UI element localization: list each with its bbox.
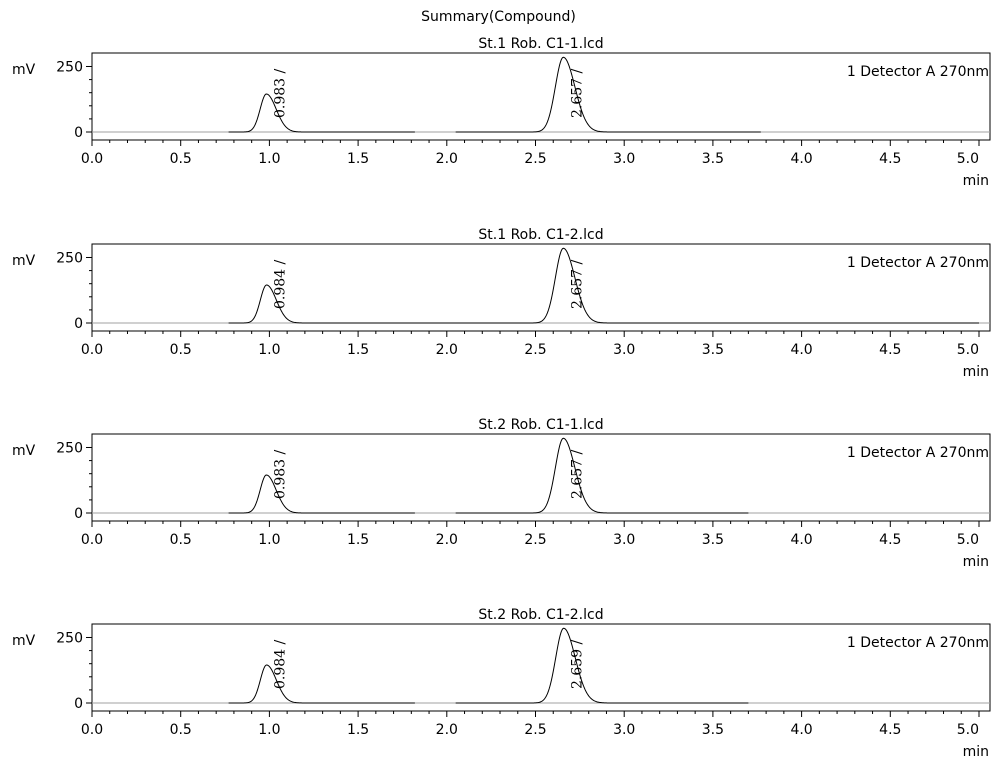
x-tick-label: 4.0: [790, 722, 812, 738]
x-tick-label: 3.0: [613, 722, 635, 738]
y-axis-label: mV: [12, 443, 36, 459]
x-tick-label: 2.5: [524, 151, 546, 167]
chromatogram-panel: St.2 Rob. C1-2.lcd mV 0 250 0.0 0.5 1.0 1.5 2.0 2…: [12, 607, 991, 760]
x-tick-label: 0.0: [81, 342, 103, 358]
x-tick-label: 0.5: [170, 342, 192, 358]
x-tick-label: 4.5: [879, 151, 901, 167]
y-axis-label: mV: [12, 253, 36, 269]
chromatogram-trace: [228, 93, 415, 133]
y-tick-label: 0: [74, 125, 83, 141]
x-tick-label: 1.0: [258, 532, 280, 548]
detector-legend: 1 Detector A 270nm: [847, 255, 989, 271]
detector-legend: 1 Detector A 270nm: [847, 445, 989, 461]
x-tick-label: 5.0: [957, 532, 979, 548]
x-tick-label: 1.5: [347, 532, 369, 548]
y-tick-label: 250: [56, 250, 83, 266]
peak-rt-label: 0.984 /: [273, 639, 289, 689]
y-tick-label: 0: [74, 316, 83, 332]
x-tick-label: 3.5: [702, 342, 724, 358]
peak-rt-label: 0.984 /: [273, 259, 289, 309]
y-tick-label: 250: [56, 630, 83, 646]
x-tick-label: 0.5: [170, 722, 192, 738]
chromatogram-panel: St.1 Rob. C1-2.lcd mV 0 250 0.0 0.5 1.0 1.5 2.0 2…: [12, 227, 991, 380]
x-tick-label: 4.0: [790, 151, 812, 167]
peak-rt-label: 0.983 /: [272, 449, 288, 499]
x-tick-label: 2.5: [524, 342, 546, 358]
panel-title: St.2 Rob. C1-1.lcd: [478, 417, 603, 433]
x-tick-label: 0.0: [81, 532, 103, 548]
x-tick-label: 2.0: [436, 151, 458, 167]
x-tick-label: 3.0: [613, 532, 635, 548]
x-tick-label: 2.0: [436, 532, 458, 548]
x-axis-label: min: [963, 364, 989, 380]
x-tick-label: 5.0: [957, 342, 979, 358]
x-tick-label: 1.0: [258, 722, 280, 738]
x-tick-label: 3.5: [702, 532, 724, 548]
x-tick-label: 2.5: [524, 532, 546, 548]
y-axis-label: mV: [12, 62, 36, 78]
report-title: Summary(Compound): [421, 9, 576, 25]
chromatogram-trace: [228, 247, 979, 324]
x-tick-label: 1.5: [347, 342, 369, 358]
panel-title: St.2 Rob. C1-2.lcd: [478, 607, 603, 623]
x-tick-label: 0.5: [170, 151, 192, 167]
chromatogram-trace: [455, 437, 749, 514]
plot-frame: [91, 52, 991, 141]
x-tick-label: 3.0: [613, 151, 635, 167]
x-tick-label: 5.0: [957, 722, 979, 738]
x-tick-label: 2.0: [436, 722, 458, 738]
x-tick-label: 3.5: [702, 722, 724, 738]
x-tick-label: 1.5: [347, 151, 369, 167]
x-tick-label: 1.0: [258, 151, 280, 167]
x-axis-label: min: [963, 744, 989, 760]
panel-title: St.1 Rob. C1-2.lcd: [478, 227, 603, 243]
x-tick-label: 1.5: [347, 722, 369, 738]
peak-rt-label: 2.657 /: [569, 68, 585, 118]
chromatogram-trace: [228, 664, 415, 704]
chromatogram-panel: St.1 Rob. C1-1.lcd mV 0 250 0.0 0.5 1.0 1.5 2.0 2…: [12, 36, 991, 189]
x-tick-label: 0.0: [81, 722, 103, 738]
x-axis-label: min: [963, 173, 989, 189]
x-tick-label: 4.5: [879, 532, 901, 548]
plot-frame: [91, 433, 991, 522]
x-tick-label: 5.0: [957, 151, 979, 167]
chromatogram-panel: St.2 Rob. C1-1.lcd mV 0 250 0.0 0.5 1.0 1.5 2.0 2…: [12, 417, 991, 570]
x-tick-label: 3.0: [613, 342, 635, 358]
y-tick-label: 250: [56, 440, 83, 456]
y-tick-label: 0: [74, 506, 83, 522]
x-tick-label: 2.0: [436, 342, 458, 358]
y-axis-label: mV: [12, 633, 36, 649]
y-tick-label: 250: [56, 59, 83, 75]
chromatogram-trace: [455, 627, 749, 704]
detector-legend: 1 Detector A 270nm: [847, 64, 989, 80]
x-tick-label: 4.0: [790, 342, 812, 358]
x-tick-label: 0.5: [170, 532, 192, 548]
peak-rt-label: 2.659 /: [570, 639, 586, 689]
peak-rt-label: 2.657 /: [569, 449, 585, 499]
x-tick-label: 3.5: [702, 151, 724, 167]
panel-title: St.1 Rob. C1-1.lcd: [478, 36, 603, 52]
peak-rt-label: 0.983 /: [272, 68, 288, 118]
x-tick-label: 4.0: [790, 532, 812, 548]
chromatogram-trace: [228, 474, 415, 514]
x-axis-label: min: [963, 554, 989, 570]
x-tick-label: 0.0: [81, 151, 103, 167]
chromatogram-trace: [455, 56, 761, 133]
plot-frame: [91, 243, 991, 332]
plot-frame: [91, 623, 991, 712]
detector-legend: 1 Detector A 270nm: [847, 635, 989, 651]
peak-rt-label: 2.657 /: [569, 259, 585, 309]
x-tick-label: 1.0: [258, 342, 280, 358]
y-tick-label: 0: [74, 696, 83, 712]
x-tick-label: 4.5: [879, 722, 901, 738]
x-tick-label: 4.5: [879, 342, 901, 358]
x-tick-label: 2.5: [524, 722, 546, 738]
